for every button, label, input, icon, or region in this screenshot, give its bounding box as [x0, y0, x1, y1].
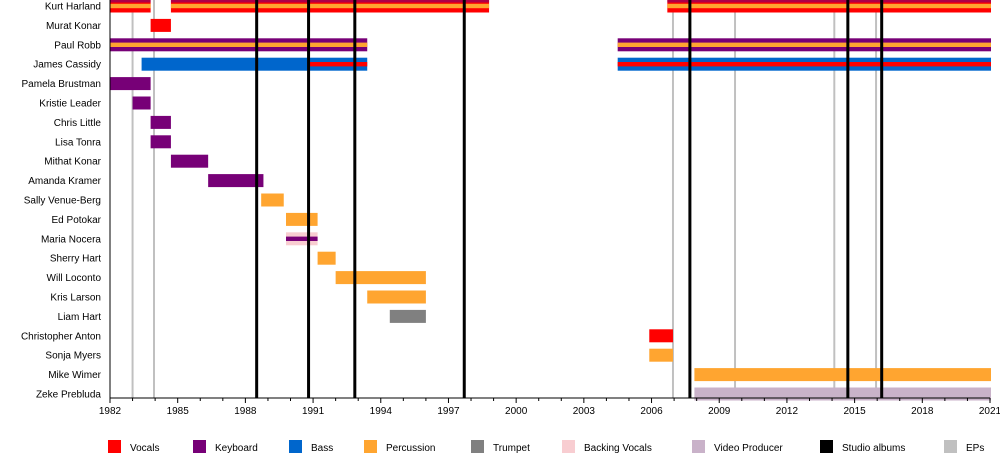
member-bar [132, 96, 151, 110]
member-bar-stripe [110, 3, 151, 9]
x-tick-label: 2021 [979, 406, 1000, 417]
legend-label: Vocals [130, 443, 159, 454]
member-bar [208, 174, 264, 188]
member-label: Kris Larson [50, 293, 101, 304]
member-bar [649, 329, 673, 343]
legend-label: Video Producer [714, 443, 783, 454]
member-bar-stripe [617, 62, 991, 67]
legend-swatch [364, 440, 377, 453]
member-bar [694, 368, 991, 382]
x-tick-label: 1982 [99, 406, 122, 417]
legend-label: Trumpet [493, 443, 530, 454]
member-label: Sherry Hart [50, 254, 101, 265]
x-tick-label: 1988 [234, 406, 257, 417]
member-bar [141, 57, 308, 71]
legend-swatch [820, 440, 833, 453]
legend-swatch [562, 440, 575, 453]
legend-swatch [944, 440, 957, 453]
member-label: Amanda Kramer [28, 176, 101, 187]
member-label: Pamela Brustman [22, 79, 101, 90]
member-bar [150, 18, 171, 32]
member-label: Kristie Leader [39, 99, 101, 110]
x-tick-label: 1994 [370, 406, 393, 417]
member-bar [694, 387, 991, 401]
member-bar-top-stripe [667, 0, 991, 3]
x-axis: 1982 1985 1988 1991 1994 1997 2000 2003 2006 2009… [99, 0, 1000, 417]
member-bar [170, 154, 209, 168]
legend-swatch [692, 440, 705, 453]
member-labels: Kurt Harland Murat Konar Paul Robb James Ca… [21, 2, 102, 401]
member-label: Kurt Harland [45, 2, 101, 13]
member-label: Paul Robb [54, 40, 101, 51]
x-tick-label: 1991 [302, 406, 325, 417]
legend-label: Bass [311, 443, 333, 454]
legend-label: Percussion [386, 443, 435, 454]
member-bar [649, 348, 673, 362]
legend-swatch [289, 440, 302, 453]
member-bar [150, 135, 171, 149]
legend-swatch [108, 440, 121, 453]
member-label: Ed Potokar [52, 215, 102, 226]
member-bar [367, 290, 426, 304]
member-bar-stripe [307, 62, 368, 67]
member-label: Maria Nocera [41, 234, 101, 245]
x-tick-label: 2000 [505, 406, 528, 417]
legend-label: EPs [966, 443, 984, 454]
member-label: Will Loconto [47, 273, 102, 284]
member-bar [150, 115, 171, 129]
member-bar [389, 309, 426, 323]
member-label: Liam Hart [58, 312, 102, 323]
member-bars [110, 0, 991, 401]
member-label: Christopher Anton [21, 331, 101, 342]
legend-swatch [471, 440, 484, 453]
member-label: James Cassidy [33, 60, 101, 71]
member-bar-top-stripe [170, 0, 490, 3]
legend-label: Backing Vocals [584, 443, 652, 454]
member-bar-stripe [286, 236, 318, 241]
x-tick-label: 2018 [911, 406, 934, 417]
member-bar-stripe [170, 3, 490, 9]
legend: Vocals Keyboard Bass Percussion Trumpet Backi… [108, 440, 984, 454]
member-bar [261, 193, 284, 207]
member-label: Sally Venue-Berg [24, 196, 101, 207]
member-label: Zeke Prebluda [36, 390, 101, 401]
member-label: Chris Little [54, 118, 102, 129]
member-label: Mithat Konar [44, 157, 101, 168]
x-tick-label: 1997 [437, 406, 460, 417]
x-tick-label: 2009 [708, 406, 731, 417]
member-bar-stripe [617, 42, 991, 47]
x-tick-label: 2012 [776, 406, 799, 417]
legend-label: Studio albums [842, 443, 905, 454]
legend-swatch [193, 440, 206, 453]
member-bar [286, 212, 318, 226]
x-tick-label: 2003 [573, 406, 596, 417]
member-bar [335, 271, 426, 285]
x-tick-label: 1985 [167, 406, 190, 417]
member-label: Murat Konar [46, 21, 102, 32]
x-tick-label: 2006 [640, 406, 663, 417]
member-bar-stripe [110, 42, 368, 47]
member-bar-stripe [667, 3, 991, 9]
member-bar [317, 251, 336, 265]
member-label: Lisa Tonra [55, 137, 101, 148]
x-tick-label: 2015 [843, 406, 866, 417]
member-bar-top-stripe [110, 0, 151, 3]
member-bar [110, 77, 151, 91]
member-label: Mike Wimer [48, 370, 101, 381]
member-label: Sonja Myers [45, 351, 101, 362]
legend-label: Keyboard [215, 443, 258, 454]
